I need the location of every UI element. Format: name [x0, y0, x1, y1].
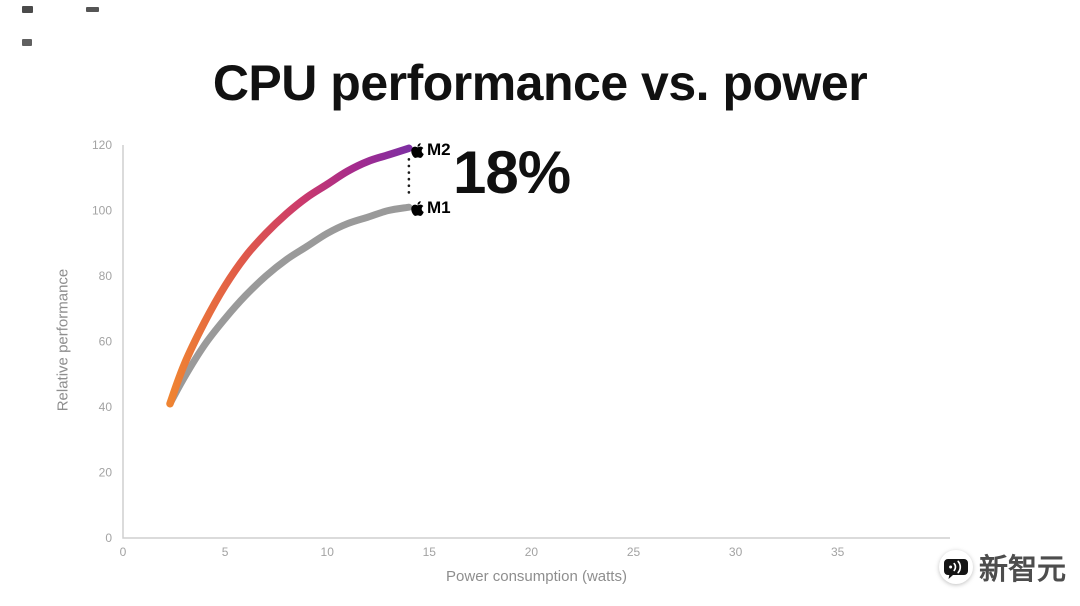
y-tick-label: 100: [92, 204, 112, 218]
apple-logo-icon: [411, 200, 424, 216]
y-tick-label: 0: [105, 531, 112, 545]
x-tick-label: 10: [321, 545, 335, 559]
x-tick-label: 20: [525, 545, 539, 559]
y-axis-label: Relative performance: [54, 268, 72, 412]
overlay-artifact-2: [86, 7, 99, 12]
overlay-artifact-3: [22, 39, 32, 46]
series-label-m2-text: M2: [427, 140, 451, 159]
y-tick-label: 80: [99, 269, 113, 283]
x-tick-label: 30: [729, 545, 743, 559]
x-tick-label: 25: [627, 545, 641, 559]
series-label-m2: M2: [411, 140, 451, 160]
y-tick-label: 40: [99, 400, 113, 414]
series-label-m1: M1: [411, 198, 451, 218]
y-tick-label: 60: [99, 335, 113, 349]
apple-logo-icon: [411, 142, 424, 158]
delta-annotation: 18%: [453, 139, 571, 206]
y-tick-label: 20: [99, 466, 113, 480]
x-tick-label: 15: [423, 545, 437, 559]
watermark-text: 新智元: [978, 554, 1066, 586]
overlay-artifact-1: [22, 6, 33, 13]
series-label-m1-text: M1: [427, 198, 451, 217]
series-line-m1: [166, 203, 413, 408]
x-tick-label: 35: [831, 545, 845, 559]
series-line-m2: [166, 144, 413, 408]
x-axis-label: Power consumption (watts): [446, 568, 627, 585]
watermark: 新智元: [938, 546, 1066, 588]
y-tick-label: 120: [92, 138, 112, 152]
chart-title: CPU performance vs. power: [212, 55, 868, 111]
x-tick-label: 0: [120, 545, 127, 559]
axes: [122, 145, 950, 539]
x-tick-label: 5: [222, 545, 229, 559]
chat-bubble-voice-icon: [938, 550, 973, 584]
